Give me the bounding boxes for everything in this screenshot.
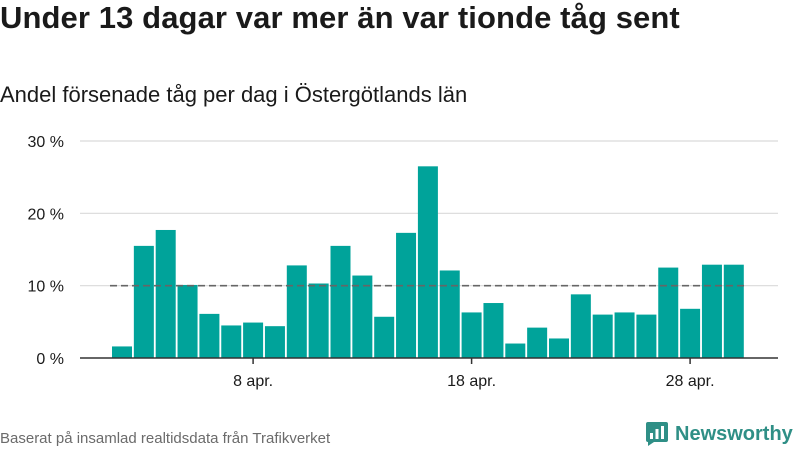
bar [264, 326, 285, 358]
bar [374, 316, 395, 358]
x-tick-label: 28 apr. [666, 373, 715, 390]
bar [177, 284, 198, 358]
bar [680, 308, 701, 358]
bar [221, 325, 242, 358]
x-tick-label: 8 apr. [233, 373, 273, 390]
bar [592, 314, 613, 358]
bar [570, 294, 591, 358]
bar [636, 314, 657, 358]
bar [505, 343, 526, 358]
bar [330, 245, 351, 358]
brand-logo: Newsworthy [645, 420, 793, 448]
bar [461, 312, 482, 358]
bar [549, 338, 569, 358]
bar [286, 265, 307, 358]
y-tick-label: 0 % [36, 351, 64, 368]
bar [243, 322, 264, 358]
bar [658, 267, 679, 358]
bar [308, 283, 329, 358]
axes: 0 % 10 % 20 % 30 % 8 apr. 18 apr. 28 apr. [28, 134, 778, 390]
source-note: Baserat på insamlad realtidsdata från Tr… [0, 430, 331, 447]
chart-subtitle: Andel försenade tåg per dag i Östergötla… [0, 82, 468, 107]
bar [352, 275, 373, 358]
chart-title: Under 13 dagar var mer än var tionde tåg… [0, 0, 680, 35]
bar [614, 312, 635, 358]
bar [723, 264, 744, 358]
bar [112, 346, 132, 358]
y-tick-label: 10 % [28, 279, 64, 296]
bar [133, 245, 154, 358]
bar [199, 313, 220, 358]
bars [112, 166, 744, 358]
bar [155, 229, 176, 358]
brand-name: Newsworthy [675, 422, 793, 445]
y-tick-label: 20 % [28, 206, 64, 223]
bar [417, 166, 438, 358]
bar [701, 264, 722, 358]
y-tick-label: 30 % [28, 134, 64, 151]
x-tick-label: 18 apr. [447, 373, 496, 390]
newsworthy-logo-icon [646, 422, 668, 446]
bar [527, 327, 548, 358]
bar [439, 270, 460, 358]
bar [396, 232, 417, 358]
bar [483, 303, 504, 358]
